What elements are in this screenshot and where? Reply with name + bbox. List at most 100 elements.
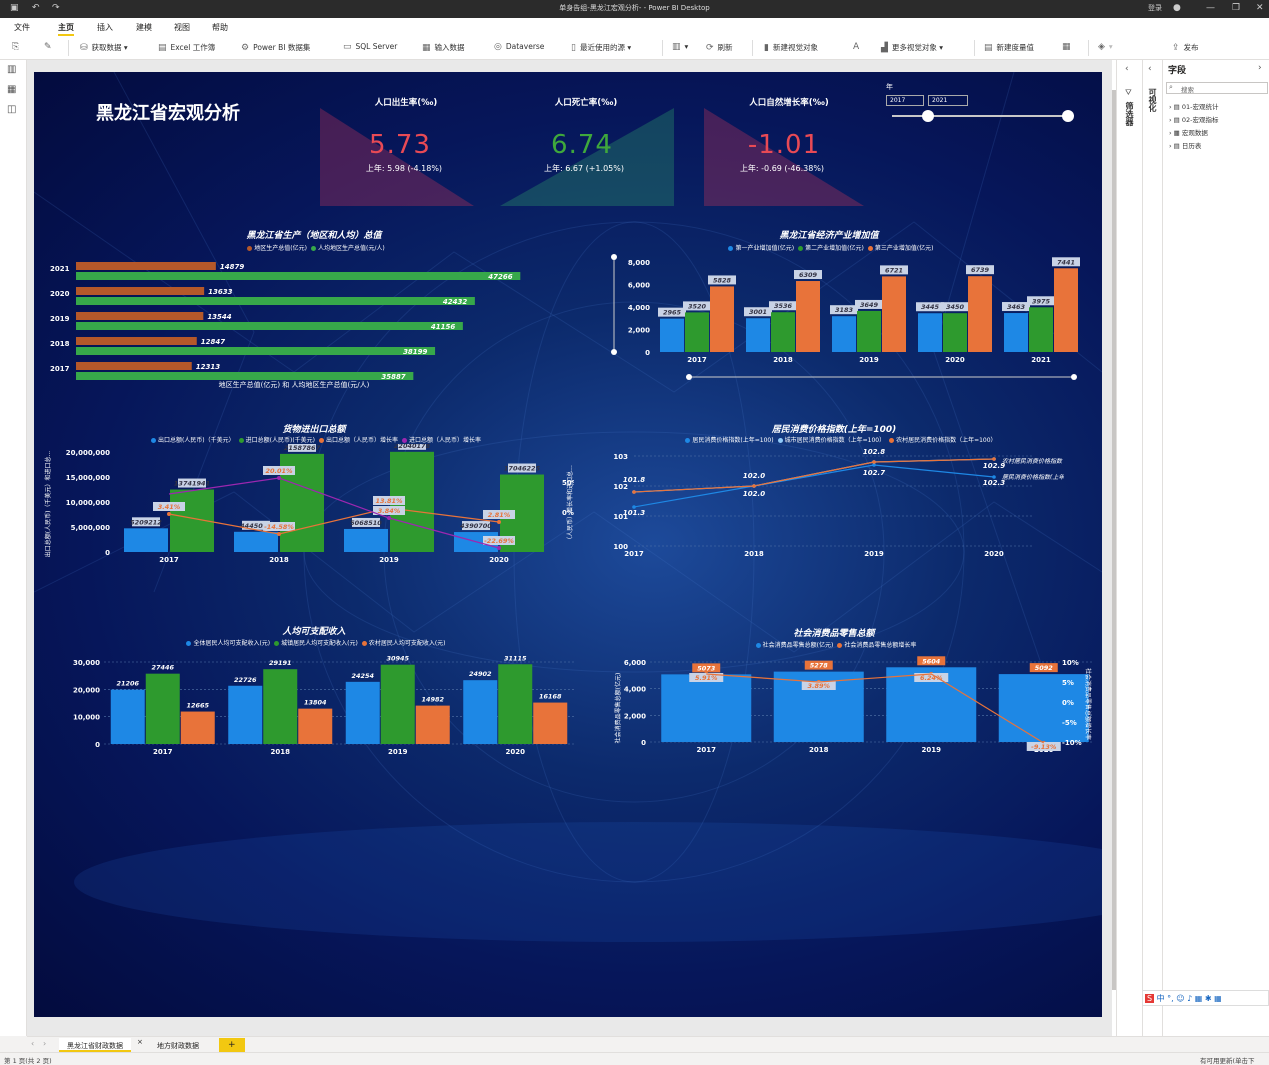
data-label-box — [242, 520, 270, 530]
more-visuals-button[interactable]: ▟ 更多视觉对象 ▾ — [881, 43, 944, 53]
field-table-item[interactable]: › ▤ 日历表 — [1169, 142, 1202, 150]
data-label-box — [794, 270, 822, 280]
data-label-box — [880, 265, 908, 275]
x-tick-label: 2017 — [159, 556, 179, 564]
bar — [796, 281, 820, 352]
get-data-button[interactable]: ⛁ 获取数据 ▾ — [80, 43, 128, 53]
chevron-left-icon[interactable]: ‹ — [1148, 64, 1152, 74]
model-view-icon[interactable]: ◫ — [7, 104, 17, 115]
update-notice[interactable]: 有可用更新(单击下 — [1200, 1057, 1255, 1065]
y-tick-label: 8,000 — [628, 259, 650, 267]
tab-finance[interactable]: 黑龙江省财政数据 — [59, 1038, 131, 1052]
bar — [498, 664, 533, 744]
slicer-from-input[interactable]: 2017 — [886, 95, 924, 106]
recent-sources-button[interactable]: ▯ 最近使用的源 ▾ — [571, 43, 632, 53]
kpi-birth-value: 5.73 — [369, 130, 431, 160]
data-label: 6.24% — [920, 674, 943, 682]
brush-icon: ✎ — [44, 42, 52, 52]
login-button[interactable]: 登录 — [1148, 4, 1162, 12]
field-table-item[interactable]: › ▦ 宏观数据 — [1169, 129, 1208, 137]
redo-icon[interactable]: ↷ — [52, 3, 60, 13]
y2-tick-label: 0% — [562, 509, 574, 517]
kpi-death-value: 6.74 — [551, 130, 613, 160]
data-label-box — [1026, 742, 1061, 751]
refresh-button[interactable]: ⟳ 刷新 — [706, 43, 733, 53]
bar — [76, 362, 192, 370]
close-icon[interactable]: ✕ — [1256, 3, 1264, 13]
text-box-button[interactable]: A — [853, 42, 863, 52]
menu-modeling[interactable]: 建模 — [136, 23, 152, 32]
field-table-item[interactable]: › ▤ 02-宏观指标 — [1169, 116, 1219, 124]
chevron-right-icon[interactable]: › — [1258, 63, 1262, 73]
menu-help[interactable]: 帮助 — [212, 23, 228, 32]
dataverse-button[interactable]: ◎ Dataverse — [494, 42, 545, 52]
fields-search-input[interactable]: 搜索 — [1166, 82, 1268, 94]
format-painter-button[interactable]: ✎ — [44, 42, 56, 52]
legend-dot-icon — [837, 643, 843, 648]
filters-label: 筛选器 — [1125, 102, 1134, 126]
undo-icon[interactable]: ↶ — [32, 3, 40, 13]
series-line — [168, 507, 500, 535]
data-label: 24254 — [351, 672, 374, 680]
menu-view[interactable]: 视图 — [174, 23, 190, 32]
menu-home[interactable]: 主页 — [58, 22, 74, 36]
field-table-item[interactable]: › ▤ 01-宏观统计 — [1169, 103, 1219, 111]
y2-tick-label: -5% — [1062, 719, 1077, 727]
slicer-to-input[interactable]: 2021 — [928, 95, 968, 106]
menu-insert[interactable]: 插入 — [97, 23, 113, 32]
kpi-growth-triangle — [704, 108, 864, 206]
transform-button[interactable]: ▥ ▾ — [672, 42, 689, 52]
publish-button[interactable]: ⇪ 发布 — [1172, 43, 1199, 53]
data-label: 31115 — [504, 654, 527, 662]
save-icon[interactable]: ▣ — [10, 3, 19, 13]
avatar-icon[interactable]: ● — [1173, 3, 1181, 13]
data-label: 6721 — [885, 266, 903, 274]
axis-slider-handle — [611, 349, 617, 355]
tab-prev-icon[interactable]: ‹ — [31, 1039, 35, 1048]
visualizations-pane[interactable]: ‹ 可视化 — [1142, 60, 1162, 1036]
data-label-box — [398, 444, 426, 450]
restore-icon[interactable]: ❐ — [1232, 3, 1241, 13]
report-view-icon[interactable]: ▥ — [7, 64, 17, 75]
tab-local-finance[interactable]: 地方财政数据 — [157, 1042, 199, 1050]
y-tick-label: 2,000 — [624, 712, 646, 720]
slicer-handle-start[interactable] — [922, 110, 934, 122]
add-page-button[interactable]: + — [219, 1038, 245, 1052]
enter-data-button[interactable]: ▦ 输入数据 — [422, 43, 465, 53]
filters-pane[interactable]: ‹ ⛛ 筛选器 — [1116, 60, 1142, 1036]
legend-dot-icon — [889, 438, 895, 443]
powerbi-dataset-button[interactable]: ⚙ Power BI 数据集 — [241, 43, 311, 53]
scroll-thumb[interactable] — [1112, 90, 1116, 990]
y-tick-label: 0 — [641, 739, 646, 747]
data-label: 21587867 — [284, 444, 321, 452]
slicer-handle-end[interactable] — [1062, 110, 1074, 122]
kpi-growth-title: 人口自然增长率(‰) — [749, 98, 829, 108]
data-label: 24902 — [469, 670, 492, 678]
ime-toolbar[interactable]: S 中 °, ☺ ♪ ▦ ✱ ▦ — [1142, 990, 1269, 1006]
data-label-box — [132, 517, 160, 527]
new-measure-button[interactable]: ▤ 新建度量值 — [984, 43, 1035, 53]
menu-file[interactable]: 文件 — [14, 23, 30, 32]
legend-dot-icon — [867, 246, 873, 251]
x-tick-label: 2019 — [379, 556, 399, 564]
new-visual-button[interactable]: ▮ 新建视觉对象 — [764, 43, 818, 53]
sensitivity-button[interactable]: ◈ ▾ — [1098, 42, 1113, 52]
x-tick-label: 2018 — [809, 746, 829, 754]
tab-next-icon[interactable]: › — [43, 1039, 47, 1048]
minimize-icon[interactable]: — — [1206, 3, 1215, 13]
excel-button[interactable]: ▤ Excel 工作簿 — [158, 43, 216, 53]
chart3-title: 货物进出口总额 — [282, 425, 346, 435]
canvas-scrollbar[interactable] — [1112, 60, 1116, 1036]
title-bar: ▣ ↶ ↷ 单身告组-黑龙江宏观分析- - Power BI Desktop 登… — [0, 0, 1269, 18]
close-icon[interactable]: × — [137, 1038, 143, 1046]
chevron-left-icon[interactable]: ‹ — [1125, 64, 1129, 74]
quick-measure-button[interactable]: ▦ — [1062, 42, 1075, 52]
bar — [228, 685, 263, 744]
legend-dot-icon — [310, 246, 316, 251]
year-slicer[interactable]: 年 2017 2021 — [886, 82, 1076, 130]
data-label: 6739 — [971, 266, 990, 274]
data-view-icon[interactable]: ▦ — [7, 84, 17, 95]
ribbon-divider — [974, 40, 975, 56]
sql-server-button[interactable]: ▭ SQL Server — [343, 42, 398, 52]
paste-button[interactable]: ⎘ — [12, 42, 23, 52]
